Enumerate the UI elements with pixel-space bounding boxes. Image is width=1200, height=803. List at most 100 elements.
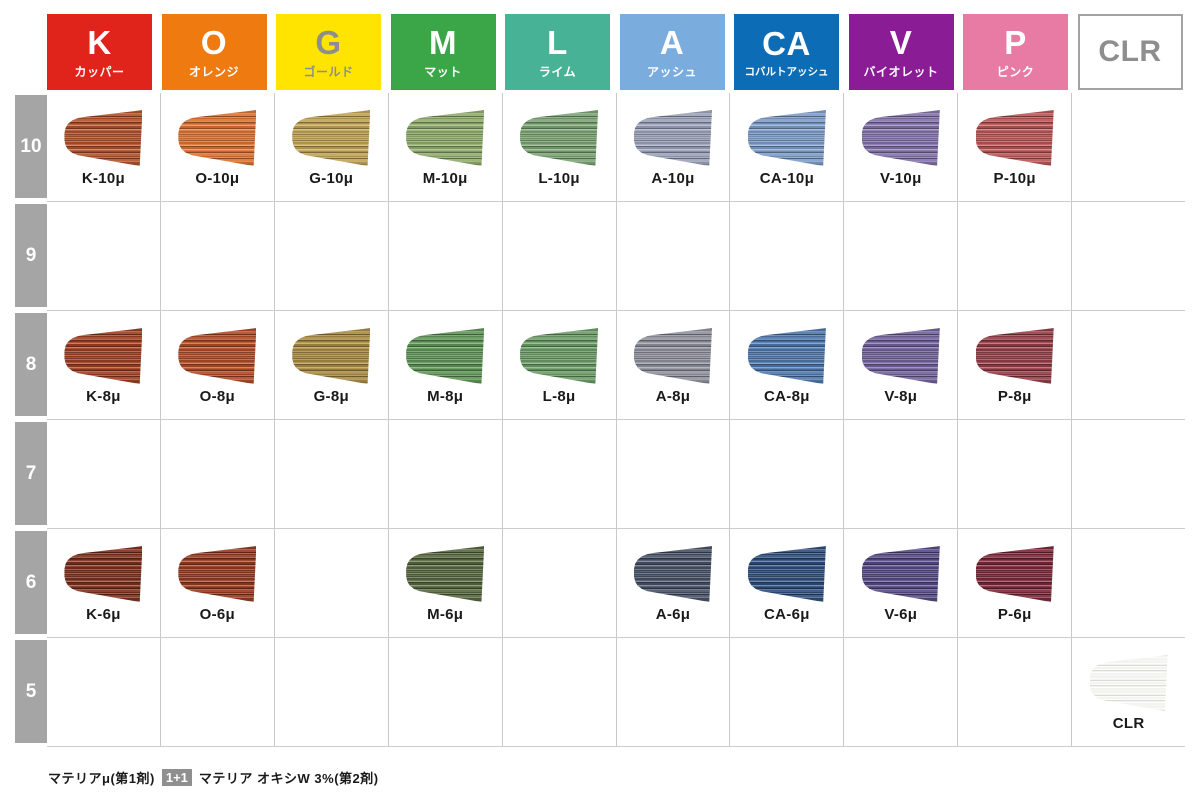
swatch-label: A-10μ (651, 170, 695, 187)
row-cells: K-8μ O-8μ G-8μ M-8μ L-8μ A-8μ CA-8μ V-8μ P-8μ (47, 311, 1185, 420)
cell-P-5 (957, 638, 1071, 746)
cell-M-10: M-10μ (387, 93, 502, 201)
cell-CA-5 (729, 638, 843, 746)
row-cells (47, 202, 1185, 311)
row-cells: K-6μ O-6μ M-6μ A-6μ CA-6μ V-6μ P-6μ (47, 529, 1185, 638)
column-name: ライム (538, 65, 577, 79)
hair-swatch-O-10u (178, 110, 257, 166)
row-cells: CLR (47, 638, 1185, 747)
hair-swatch-P-10u (975, 110, 1054, 166)
cell-O-5 (159, 638, 274, 746)
column-header-row: K カッパー O オレンジ G ゴールド M マット L ライム A アッシュ CA コバルトアッシュ V バ… (47, 14, 1183, 90)
swatch-label: V-8μ (884, 388, 918, 405)
mixing-ratio-note: マテリアμ(第1剤) 1+1 マテリア オキシW 3%(第2剤) (48, 768, 379, 787)
hair-swatch-M-10u (406, 110, 485, 166)
cell-O-7 (159, 420, 274, 528)
cell-M-7 (387, 420, 502, 528)
cell-G-10: G-10μ (273, 93, 388, 201)
cell-P-7 (957, 420, 1071, 528)
hair-swatch-CA-6u (747, 546, 826, 602)
column-name: オレンジ (188, 65, 239, 79)
cell-V-10: V-10μ (843, 93, 957, 201)
level-row-8: 8 K-8μ O-8μ G-8μ M-8μ L-8μ A-8μ CA-8μ V-8μ P-8μ (15, 311, 1185, 420)
cell-CA-9 (729, 202, 843, 310)
swatch-label: L-8μ (542, 388, 576, 405)
hair-swatch-L-8u (520, 328, 599, 384)
swatch-label: V-10μ (880, 170, 922, 187)
cell-V-5 (843, 638, 957, 746)
cell-G-8: G-8μ (273, 311, 388, 419)
column-header-K: K カッパー (47, 14, 152, 90)
cell-M-5 (387, 638, 502, 746)
cell-K-5 (47, 638, 160, 746)
column-name: ゴールド (303, 65, 354, 79)
level-label-10: 10 (15, 95, 47, 198)
cell-K-7 (47, 420, 160, 528)
cell-G-6 (273, 529, 388, 637)
swatch-label: P-6μ (997, 606, 1032, 623)
hair-swatch-K-10u (64, 110, 143, 166)
cell-A-10: A-10μ (615, 93, 730, 201)
hair-swatch-M-8u (406, 328, 485, 384)
cell-P-8: P-8μ (957, 311, 1071, 419)
cell-M-9 (387, 202, 502, 310)
cell-CLR-6 (1071, 529, 1185, 637)
hair-swatch-K-8u (64, 328, 143, 384)
swatch-grid: 10 K-10μ O-10μ G-10μ M-10μ L-10μ A-10μ CA-10μ V-… (15, 93, 1185, 747)
column-header-L: L ライム (505, 14, 610, 90)
row-cells (47, 420, 1185, 529)
column-code: P (1004, 24, 1027, 61)
level-label-9: 9 (15, 204, 47, 307)
swatch-label: O-6μ (199, 606, 236, 623)
cell-V-6: V-6μ (843, 529, 957, 637)
column-header-CA: CA コバルトアッシュ (734, 14, 839, 90)
cell-L-8: L-8μ (501, 311, 616, 419)
swatch-label: L-10μ (538, 170, 580, 187)
cell-P-9 (957, 202, 1071, 310)
cell-P-6: P-6μ (957, 529, 1071, 637)
swatch-label: O-10μ (195, 170, 240, 187)
column-header-CLR: CLR (1077, 14, 1183, 90)
hair-swatch-G-8u (292, 328, 371, 384)
hair-swatch-L-10u (520, 110, 599, 166)
swatch-label: M-10μ (422, 170, 468, 187)
cell-V-9 (843, 202, 957, 310)
column-name: コバルトアッシュ (744, 65, 829, 78)
column-code: L (547, 24, 568, 61)
column-name: バイオレット (863, 65, 939, 79)
row-cells: K-10μ O-10μ G-10μ M-10μ L-10μ A-10μ CA-10μ V-10… (47, 93, 1185, 202)
hair-swatch-V-6u (861, 546, 940, 602)
swatch-label: G-8μ (313, 388, 349, 405)
column-code: CLR (1098, 35, 1162, 68)
hair-swatch-V-10u (861, 110, 940, 166)
footer-part2: マテリア オキシW 3%(第2剤) (198, 771, 379, 786)
column-code: M (429, 24, 457, 61)
cell-G-9 (273, 202, 388, 310)
hair-swatch-O-6u (178, 546, 257, 602)
cell-V-7 (843, 420, 957, 528)
level-label-7: 7 (15, 422, 47, 525)
hair-swatch-V-8u (861, 328, 940, 384)
swatch-label: M-6μ (427, 606, 464, 623)
cell-L-5 (501, 638, 616, 746)
level-label-8: 8 (15, 313, 47, 416)
swatch-label: P-8μ (997, 388, 1032, 405)
cell-G-7 (273, 420, 388, 528)
cell-G-5 (273, 638, 388, 746)
cell-CA-10: CA-10μ (729, 93, 843, 201)
cell-K-10: K-10μ (47, 93, 160, 201)
column-name: カッパー (74, 65, 125, 79)
swatch-label: V-6μ (884, 606, 918, 623)
level-label-6: 6 (15, 531, 47, 634)
swatch-label: G-10μ (309, 170, 354, 187)
cell-L-9 (501, 202, 616, 310)
level-row-5: 5 CLR (15, 638, 1185, 747)
column-name: ピンク (996, 65, 1035, 79)
column-header-A: A アッシュ (619, 14, 725, 90)
cell-CLR-7 (1071, 420, 1185, 528)
swatch-label: A-8μ (655, 388, 691, 405)
cell-CA-7 (729, 420, 843, 528)
hair-swatch-P-8u (975, 328, 1054, 384)
cell-A-5 (615, 638, 730, 746)
column-code: K (87, 24, 112, 61)
